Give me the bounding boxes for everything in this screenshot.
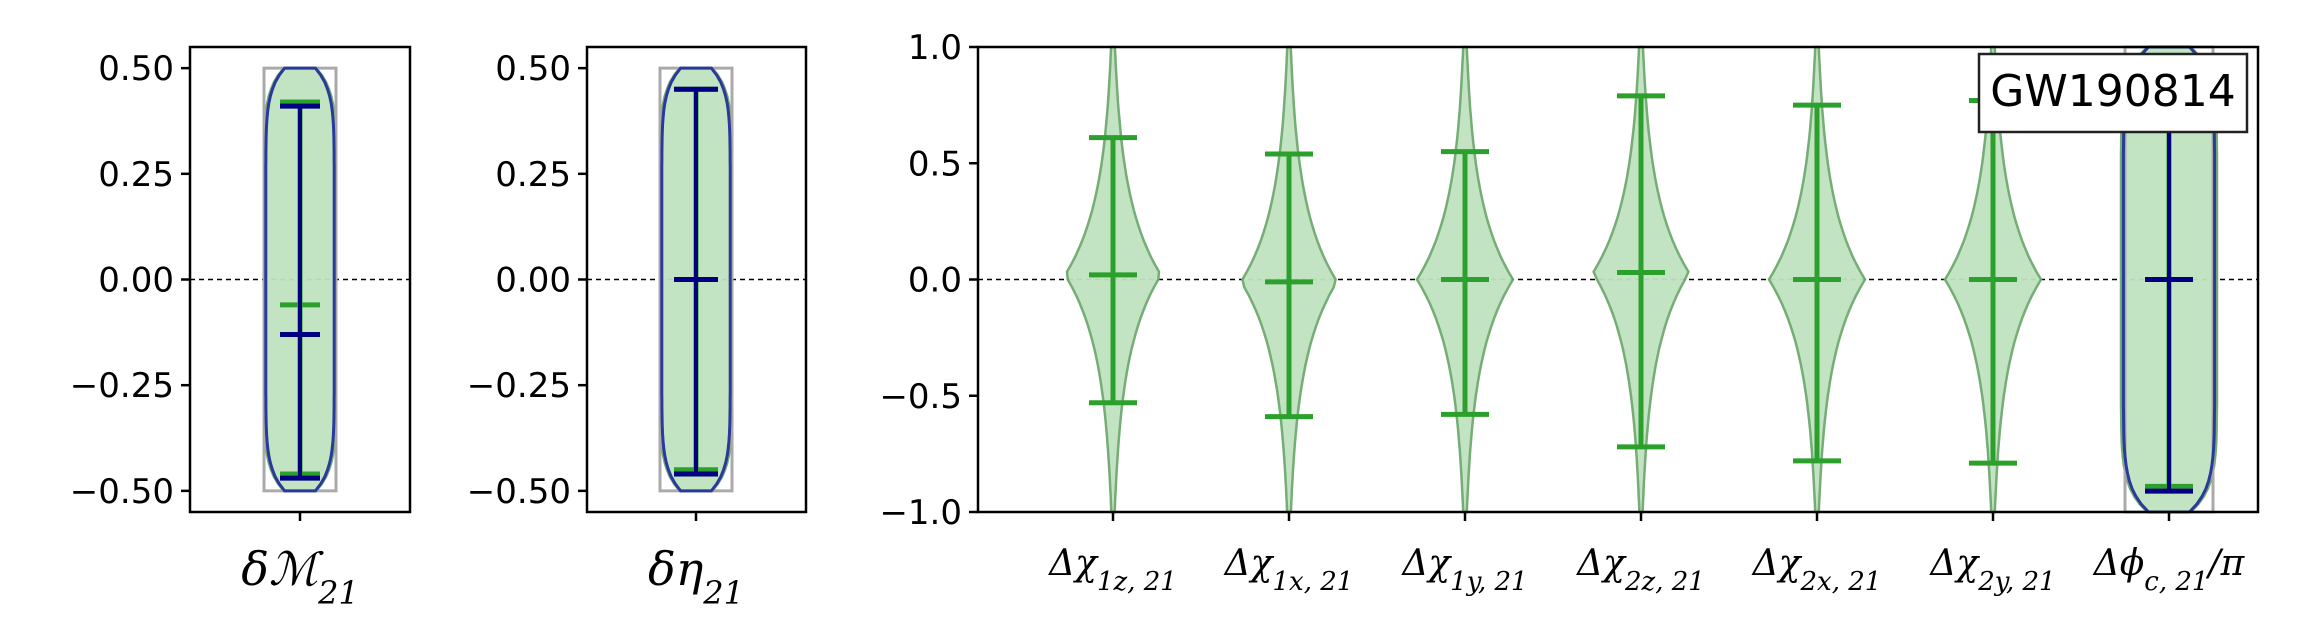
y-tick-label: 0.5 [908,144,962,184]
x-tick-label: Δχ2z, 21 [1575,543,1705,597]
eta-panel: 0.50 0.25 0.00 −0.25 −0.50 δη21 [467,45,808,612]
legend-label: GW190814 [1990,66,2236,117]
y-tick-label: 1.0 [908,28,962,68]
x-tick-label: Δχ2y, 21 [1928,543,2055,597]
violin-5 [1767,45,1867,514]
y-tick-label: 0.00 [495,261,571,301]
x-tick-label: Δχ1z, 21 [1047,543,1177,597]
outline-violin [660,66,732,493]
y-tick-label: 0.25 [495,155,571,195]
y-tick-label: −1.0 [879,493,962,533]
y-tick-label: −0.25 [467,366,571,406]
y-tick-label: −0.50 [70,472,174,512]
y-tick-label: 0.50 [495,49,571,89]
violin-4 [1592,45,1690,514]
y-tick-label: −0.25 [70,366,174,406]
chirp-mass-panel: 0.50 0.25 0.00 −0.25 −0.50 δℳ21 [70,45,412,612]
y-tick-label: 0.25 [98,155,174,195]
violin-2 [1241,45,1337,514]
violin-1 [262,66,338,493]
violin-3 [1415,45,1515,514]
legend-frame [1977,52,2249,134]
y-tick-label: −0.5 [879,377,962,417]
x-tick-label: Δϕc, 21/π [2092,543,2246,597]
x-tick-label: Δχ1x, 21 [1223,543,1354,597]
violin-1 [658,66,734,493]
outline-violin [264,66,336,493]
x-tick-label: Δχ1y, 21 [1400,543,1527,597]
x-axis-label: δη21 [648,542,744,612]
legend: GW190814 [1977,52,2249,134]
y-tick-label: 0.00 [98,261,174,301]
x-tick-label: Δχ2x, 21 [1751,543,1882,597]
y-tick-label: 0.50 [98,49,174,89]
spins-phase-panel: 1.0 0.5 0.0 −0.5 −1.0 Δχ1z, 21 Δχ1x, 21 Δχ1y, 2… [879,28,2260,597]
y-tick-label: 0.0 [908,261,962,301]
y-tick-label: −0.50 [467,472,571,512]
x-axis-label: δℳ21 [241,542,359,612]
violin-1 [1065,45,1161,514]
